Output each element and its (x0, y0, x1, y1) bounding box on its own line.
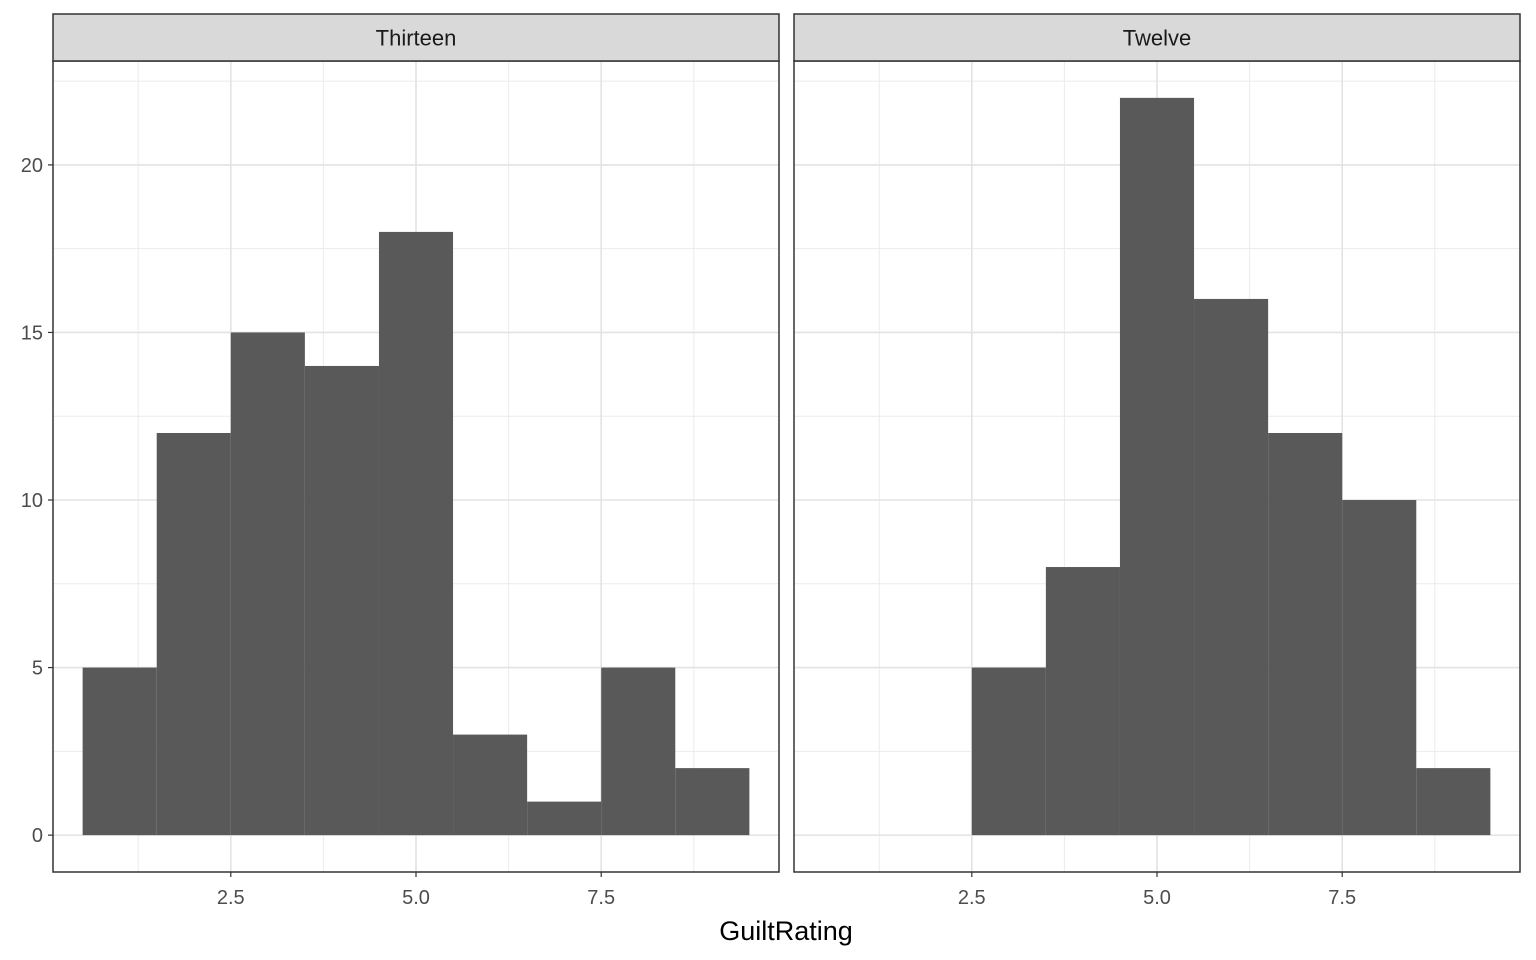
facet-strip-label: Twelve (1123, 26, 1191, 51)
y-tick-label: 15 (21, 322, 43, 344)
histogram-bar (1268, 432, 1343, 836)
y-tick-label: 20 (21, 155, 43, 177)
facet-strip (793, 13, 1521, 62)
histogram-bar (971, 667, 1046, 836)
y-tick-label: 10 (21, 490, 43, 512)
histogram-bar (1119, 97, 1195, 836)
x-tick-label: 7.5 (587, 887, 615, 909)
x-tick-label: 7.5 (1328, 887, 1356, 909)
histogram-bar (304, 365, 379, 836)
histogram-bar (1342, 500, 1417, 836)
x-axis-title: GuiltRating (719, 916, 853, 946)
facet-panel-twelve: Twelve 2.5 5.0 7.5 (793, 13, 1521, 909)
y-tick-label: 0 (32, 825, 43, 847)
histogram-bar (230, 332, 305, 836)
x-tick-label: 5.0 (402, 887, 430, 909)
histogram-bar (378, 231, 454, 836)
histogram-bar (675, 768, 750, 836)
facet-strip-label: Thirteen (376, 26, 457, 51)
histogram-bar (156, 432, 231, 836)
facet-panel-thirteen: Thirteen 2.5 5.0 7.5 (52, 13, 780, 909)
histogram-bar (82, 667, 157, 836)
histogram-bar (1045, 567, 1120, 836)
histogram-bar (527, 801, 602, 836)
histogram-bar (453, 734, 528, 836)
histogram-bar (1194, 298, 1269, 836)
y-axis: 0 5 10 15 20 (21, 155, 53, 847)
histogram-bar (601, 667, 676, 836)
y-tick-label: 5 (32, 658, 43, 680)
x-tick-label: 2.5 (217, 887, 245, 909)
histogram-bar (1416, 768, 1491, 836)
x-tick-label: 5.0 (1143, 887, 1171, 909)
facet-strip (52, 13, 780, 62)
x-tick-label: 2.5 (958, 887, 986, 909)
facet-panels: Thirteen 2.5 5.0 7.5 Twelve 2.5 5.0 7.5 (52, 13, 1521, 909)
